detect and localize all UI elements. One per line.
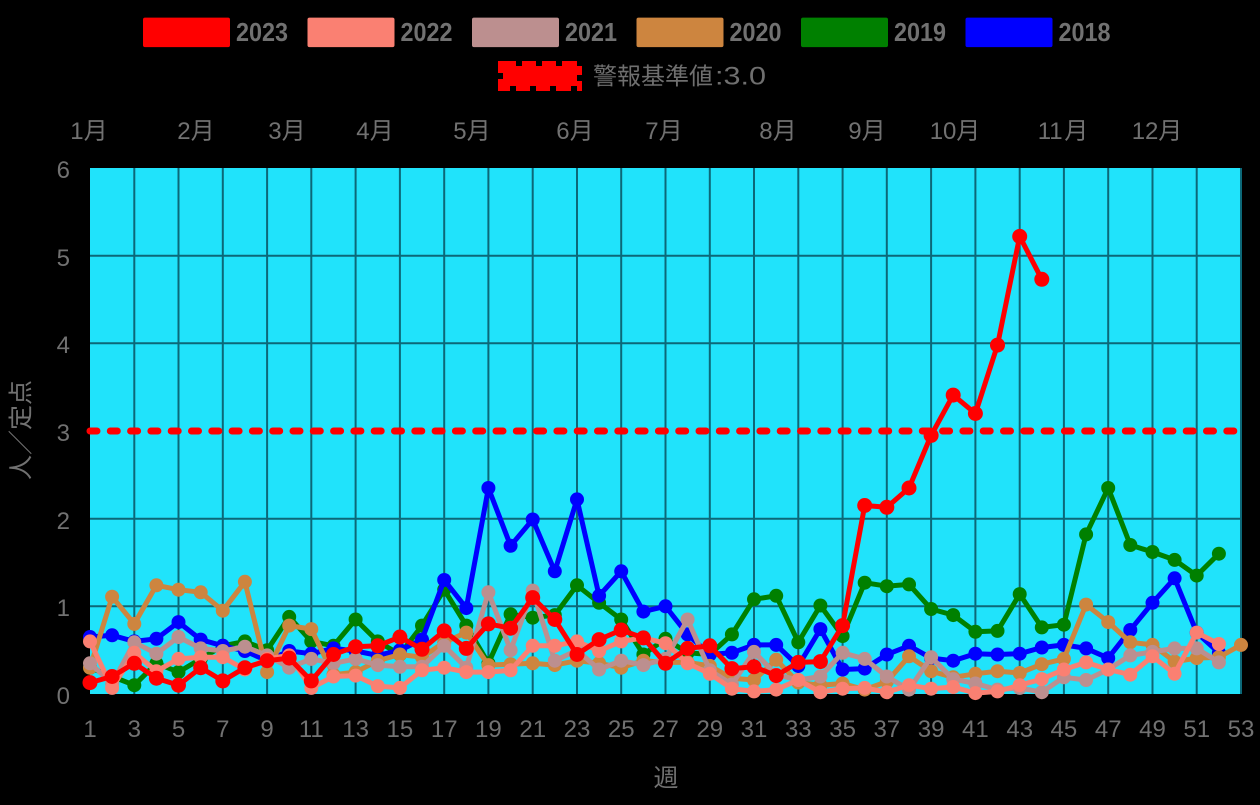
- svg-text:8: 8: [759, 118, 772, 145]
- svg-text:6: 6: [57, 157, 70, 184]
- svg-text:2023: 2023: [236, 17, 288, 47]
- svg-text:2022: 2022: [401, 17, 453, 47]
- svg-text:5: 5: [57, 245, 70, 272]
- svg-text:3: 3: [57, 420, 70, 447]
- svg-text:51: 51: [1183, 716, 1210, 743]
- svg-text:2020: 2020: [730, 17, 782, 47]
- svg-text:15: 15: [387, 716, 414, 743]
- svg-text:31: 31: [741, 716, 768, 743]
- svg-text:2: 2: [177, 118, 190, 145]
- svg-text:13: 13: [342, 716, 369, 743]
- svg-text:21: 21: [519, 716, 546, 743]
- svg-text:2018: 2018: [1059, 17, 1111, 47]
- svg-text:6: 6: [556, 118, 569, 145]
- svg-text::3.0: :3.0: [715, 63, 766, 91]
- svg-text:19: 19: [475, 716, 502, 743]
- svg-text:39: 39: [918, 716, 945, 743]
- svg-text:1: 1: [57, 595, 70, 622]
- svg-text:45: 45: [1051, 716, 1078, 743]
- svg-text:33: 33: [785, 716, 812, 743]
- svg-text:53: 53: [1228, 716, 1255, 743]
- svg-text:2021: 2021: [565, 17, 617, 47]
- svg-text:9: 9: [848, 118, 861, 145]
- svg-text:49: 49: [1139, 716, 1166, 743]
- svg-text:3: 3: [268, 118, 281, 145]
- svg-text:9: 9: [260, 716, 273, 743]
- svg-text:7: 7: [645, 118, 658, 145]
- svg-text:17: 17: [431, 716, 458, 743]
- svg-text:1: 1: [83, 716, 96, 743]
- svg-text:1: 1: [70, 118, 83, 145]
- svg-text:11: 11: [299, 716, 324, 743]
- svg-text:2019: 2019: [894, 17, 946, 47]
- svg-text:29: 29: [696, 716, 723, 743]
- svg-text:23: 23: [564, 716, 591, 743]
- svg-text:43: 43: [1006, 716, 1033, 743]
- svg-text:37: 37: [873, 716, 900, 743]
- svg-text:4: 4: [57, 332, 70, 359]
- svg-text:11: 11: [1038, 118, 1063, 145]
- svg-text:4: 4: [356, 118, 369, 145]
- svg-text:3: 3: [128, 716, 141, 743]
- svg-text:5: 5: [172, 716, 185, 743]
- svg-text:0: 0: [57, 683, 70, 710]
- svg-text:7: 7: [216, 716, 229, 743]
- svg-text:12: 12: [1132, 118, 1159, 145]
- svg-text:27: 27: [652, 716, 679, 743]
- svg-text:35: 35: [829, 716, 856, 743]
- svg-text:10: 10: [930, 118, 957, 145]
- svg-text:41: 41: [962, 716, 989, 743]
- svg-text:2: 2: [57, 508, 70, 535]
- svg-text:47: 47: [1095, 716, 1122, 743]
- svg-text:5: 5: [453, 118, 466, 145]
- svg-text:25: 25: [608, 716, 635, 743]
